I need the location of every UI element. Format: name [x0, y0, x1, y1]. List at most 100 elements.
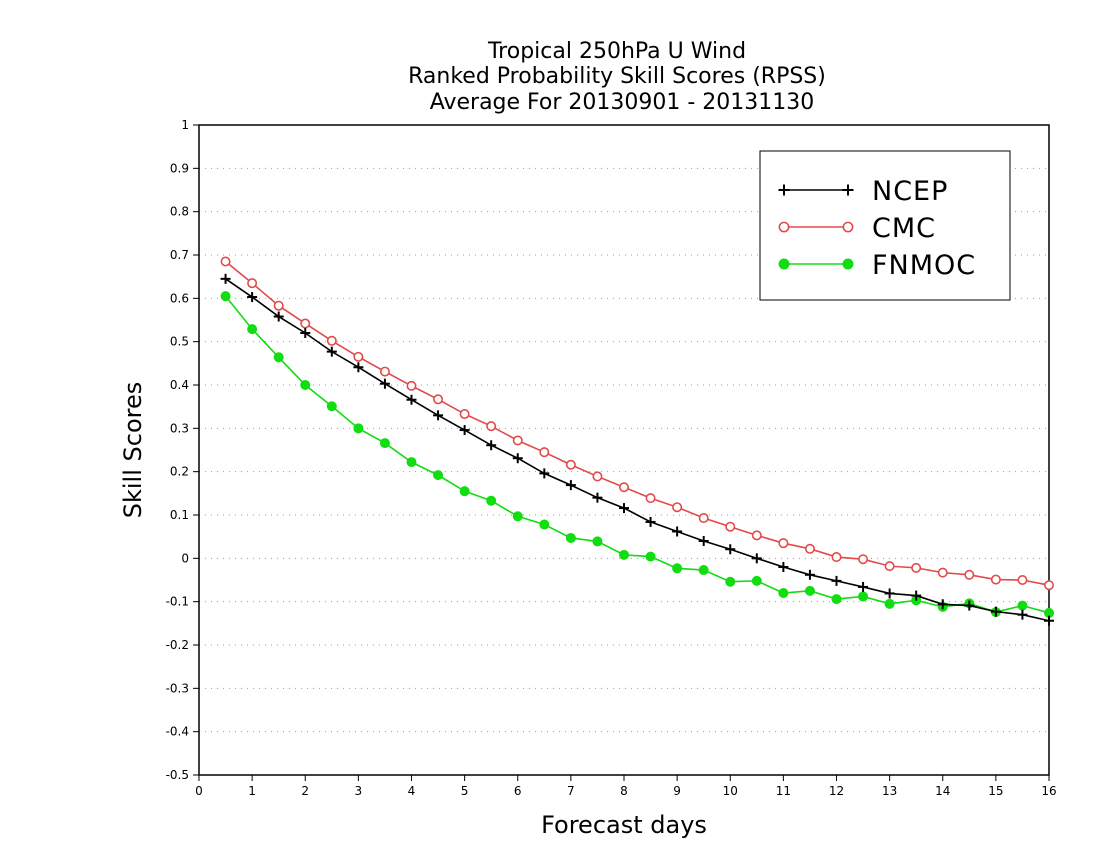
data-point-ncep: [645, 516, 656, 527]
x-tick-label: 14: [935, 784, 950, 798]
x-tick-label: 5: [461, 784, 469, 798]
data-point-fnmoc: [672, 563, 683, 574]
x-tick-label: 3: [355, 784, 363, 798]
data-point-cmc: [831, 552, 842, 563]
y-tick-label: 1: [181, 118, 189, 132]
data-point-fnmoc: [459, 486, 470, 497]
x-axis-title: Forecast days: [541, 811, 707, 839]
data-point-cmc: [1017, 574, 1028, 585]
data-point-fnmoc: [433, 470, 444, 481]
data-point-cmc: [778, 538, 789, 549]
data-point-cmc: [751, 530, 762, 541]
y-tick-label: -0.5: [166, 768, 189, 782]
data-point-cmc: [512, 435, 523, 446]
data-point-cmc: [884, 561, 895, 572]
legend-box: [759, 150, 1011, 301]
data-point-ncep: [911, 590, 922, 601]
data-point-fnmoc: [300, 380, 311, 390]
legend-item-fnmoc: FNMOC: [778, 250, 976, 281]
legend-label-fnmoc: FNMOC: [872, 250, 976, 281]
data-point-ncep: [406, 394, 417, 405]
x-tick-label: 12: [829, 784, 844, 798]
data-point-fnmoc: [804, 585, 815, 596]
data-point-cmc: [592, 471, 603, 482]
x-tick-label: 0: [195, 784, 203, 798]
x-tick-label: 15: [988, 784, 1003, 798]
data-point-fnmoc: [247, 324, 258, 335]
data-point-fnmoc: [831, 594, 842, 605]
data-point-fnmoc: [619, 549, 629, 560]
y-tick-label: 0.3: [170, 421, 189, 435]
y-tick-label: 0: [181, 551, 189, 565]
data-point-ncep: [751, 553, 762, 564]
data-point-ncep: [273, 311, 284, 322]
y-tick-label: -0.2: [166, 638, 189, 652]
data-point-ncep: [778, 562, 789, 572]
y-tick-label: 0.6: [170, 291, 189, 305]
data-point-ncep: [1044, 615, 1054, 626]
y-tick-label: 0.2: [170, 465, 189, 479]
x-tick-label: 10: [723, 784, 738, 798]
data-point-cmc: [725, 521, 736, 532]
x-tick-label: 1: [248, 784, 256, 798]
y-tick-label: -0.4: [166, 725, 189, 739]
data-point-ncep: [220, 273, 231, 284]
data-point-cmc: [433, 394, 444, 405]
x-tick-label: 8: [620, 784, 628, 798]
y-tick-label: -0.1: [166, 595, 189, 609]
data-point-ncep: [964, 600, 975, 611]
x-tick-label: 16: [1041, 784, 1056, 798]
data-point-cmc: [937, 567, 948, 578]
series-line-fnmoc: [224, 295, 1050, 614]
legend-label-cmc: CMC: [872, 213, 936, 244]
x-tick-label: 13: [882, 784, 897, 798]
data-point-cmc: [220, 256, 231, 267]
data-point-fnmoc: [326, 401, 337, 412]
x-tick-label: 9: [673, 784, 681, 798]
data-point-cmc: [247, 278, 258, 289]
data-point-cmc: [1044, 580, 1055, 591]
series-ncep: [220, 273, 1054, 626]
legend-marker-cmc: [778, 221, 790, 233]
legend-label-ncep: NCEP: [872, 176, 948, 207]
legend-marker-fnmoc: [842, 258, 854, 270]
data-point-ncep: [831, 575, 842, 586]
data-point-ncep: [459, 425, 470, 436]
legend-item-cmc: CMC: [778, 213, 936, 244]
chart-title-line-2: Ranked Probability Skill Scores (RPSS): [408, 64, 826, 89]
data-point-fnmoc: [645, 551, 656, 562]
data-point-cmc: [672, 502, 683, 513]
data-point-fnmoc: [858, 591, 869, 602]
data-point-cmc: [406, 380, 417, 391]
data-point-cmc: [990, 574, 1001, 585]
data-point-cmc: [326, 335, 337, 346]
data-point-cmc: [698, 513, 709, 524]
data-point-fnmoc: [406, 457, 417, 468]
data-point-ncep: [539, 468, 550, 479]
data-point-fnmoc: [539, 519, 550, 530]
data-point-ncep: [1017, 609, 1028, 620]
data-point-ncep: [804, 569, 815, 580]
chart-title-line-1: Tropical 250hPa U Wind: [487, 39, 746, 64]
y-tick-label: 0.7: [170, 248, 189, 262]
data-point-ncep: [326, 346, 337, 357]
data-point-fnmoc: [751, 575, 762, 586]
data-point-fnmoc: [725, 576, 736, 587]
data-point-ncep: [884, 588, 895, 599]
data-point-ncep: [672, 526, 683, 537]
x-tick-label: 11: [776, 784, 791, 798]
y-tick-label: 0.4: [170, 378, 189, 392]
x-tick-label: 6: [514, 784, 522, 798]
data-point-cmc: [273, 300, 284, 311]
data-point-fnmoc: [486, 495, 497, 506]
x-tick-label: 2: [301, 784, 309, 798]
data-point-fnmoc: [698, 565, 709, 576]
data-point-ncep: [247, 292, 258, 303]
data-point-fnmoc: [1017, 600, 1028, 611]
data-point-ncep: [433, 410, 444, 421]
data-point-ncep: [300, 328, 311, 338]
series-line-cmc: [225, 260, 1050, 586]
data-point-fnmoc: [220, 291, 231, 302]
